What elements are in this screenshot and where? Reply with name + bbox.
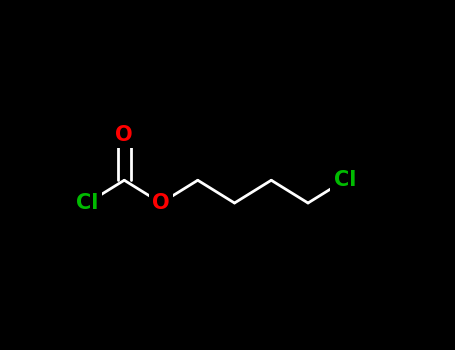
Text: O: O bbox=[152, 193, 170, 213]
Text: Cl: Cl bbox=[334, 170, 356, 190]
Text: O: O bbox=[116, 125, 133, 145]
Text: Cl: Cl bbox=[76, 193, 99, 213]
